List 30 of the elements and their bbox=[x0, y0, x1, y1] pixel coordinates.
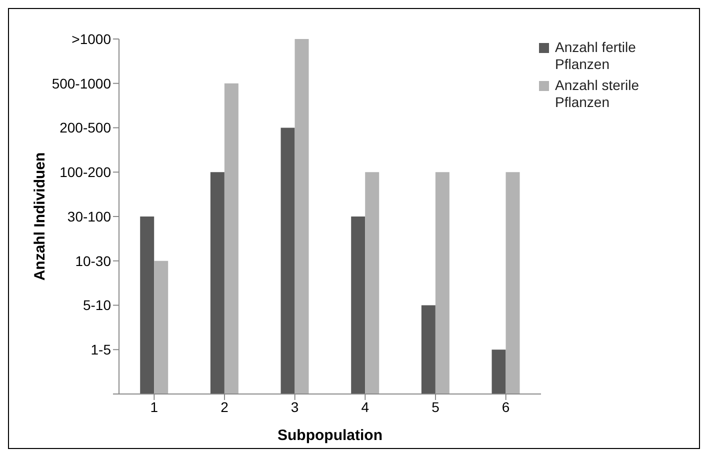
bar bbox=[210, 172, 224, 394]
bar bbox=[140, 216, 154, 394]
x-tick-label: 5 bbox=[432, 398, 440, 415]
text: 200-500 bbox=[60, 120, 112, 136]
text: 30-100 bbox=[67, 208, 112, 224]
text: 10-30 bbox=[75, 252, 112, 269]
x-tick-label: 3 bbox=[290, 398, 299, 415]
x-axis-title: Subpopulation bbox=[278, 427, 382, 444]
text: 100-200 bbox=[60, 164, 112, 180]
bar bbox=[506, 172, 520, 394]
legend-label: Anzahl sterile Pflanzen bbox=[555, 77, 640, 111]
bar bbox=[492, 350, 506, 394]
bar bbox=[435, 172, 450, 394]
bar bbox=[351, 216, 366, 394]
text: 5-10 bbox=[82, 297, 112, 314]
text: >1000 bbox=[72, 30, 112, 47]
legend-label: Anzahl fertile Pflanzen bbox=[555, 39, 637, 73]
x-tick-label: 4 bbox=[361, 398, 370, 415]
x-tick-label: 2 bbox=[220, 398, 229, 415]
bar bbox=[154, 260, 168, 394]
bar bbox=[365, 172, 380, 394]
bar bbox=[224, 83, 238, 394]
text: 1-5 bbox=[90, 342, 112, 358]
x-tick-label: 1 bbox=[150, 398, 158, 415]
y-axis-title: Anzahl Individuen bbox=[31, 152, 48, 281]
bar bbox=[294, 39, 309, 394]
bar bbox=[421, 305, 436, 394]
x-tick-label: 6 bbox=[502, 398, 510, 415]
text: 500-1000 bbox=[52, 75, 112, 92]
bar bbox=[280, 128, 295, 394]
